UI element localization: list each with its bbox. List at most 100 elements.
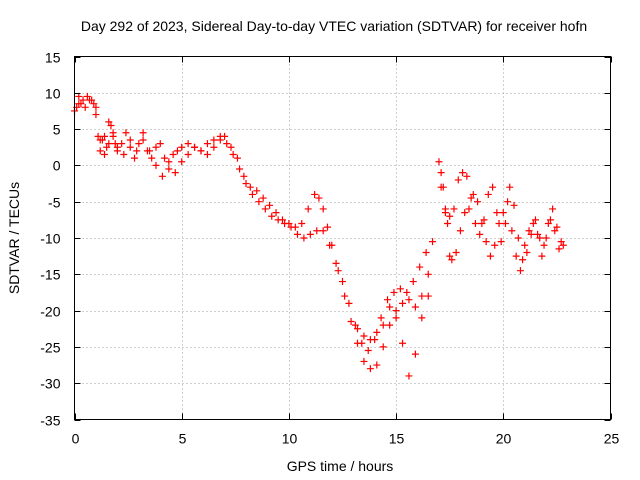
data-point: [287, 223, 295, 231]
data-point: [435, 158, 443, 166]
data-point: [429, 238, 437, 246]
data-point: [306, 230, 314, 238]
data-point: [411, 350, 419, 358]
data-point: [366, 365, 374, 373]
data-point: [216, 132, 224, 140]
data-point: [240, 172, 248, 180]
data-point: [456, 227, 464, 235]
data-point: [463, 172, 471, 180]
data-point: [272, 209, 280, 217]
data-point: [379, 343, 387, 351]
y-tick-label: -20: [40, 304, 60, 320]
data-point: [210, 143, 218, 151]
data-point: [424, 270, 432, 278]
data-point: [131, 154, 139, 162]
data-point: [259, 194, 267, 202]
data-point: [510, 201, 518, 209]
data-point: [90, 100, 98, 108]
y-tick-label: -25: [40, 340, 60, 356]
data-point: [152, 161, 160, 169]
data-point: [233, 154, 241, 162]
data-point: [559, 241, 567, 249]
y-tick-label: 10: [45, 86, 61, 102]
data-point: [422, 249, 430, 257]
data-point: [403, 288, 411, 296]
data-point: [111, 140, 119, 148]
x-axis-label: GPS time / hours: [287, 458, 394, 474]
data-point: [298, 219, 306, 227]
data-point: [514, 234, 522, 242]
data-point: [146, 147, 154, 155]
data-point: [158, 172, 166, 180]
data-point: [261, 205, 269, 213]
data-point: [81, 103, 89, 111]
data-point: [101, 151, 109, 159]
data-point: [534, 230, 542, 238]
data-point: [392, 307, 400, 315]
data-point: [542, 234, 550, 242]
data-point: [184, 151, 192, 159]
data-point: [482, 238, 490, 246]
data-point: [229, 151, 237, 159]
data-point: [88, 96, 96, 104]
data-point: [409, 278, 417, 286]
data-point: [326, 241, 334, 249]
axis-ticks: [74, 56, 612, 421]
data-point: [527, 230, 535, 238]
data-point: [489, 183, 497, 191]
data-point: [495, 219, 503, 227]
data-point: [152, 143, 160, 151]
data-point: [499, 209, 507, 217]
y-tick-label: -15: [40, 267, 60, 283]
data-point: [504, 198, 512, 206]
data-point: [311, 190, 319, 198]
data-point: [109, 132, 117, 140]
y-tick-label: -35: [40, 413, 60, 429]
data-point: [171, 169, 179, 177]
data-point: [450, 205, 458, 213]
data-point: [469, 190, 477, 198]
x-tick-labels: 0 5 10 15 20 25: [72, 431, 620, 447]
data-point: [347, 317, 355, 325]
data-point: [281, 219, 289, 227]
data-point: [392, 314, 400, 322]
data-point: [531, 216, 539, 224]
data-point: [459, 169, 467, 177]
x-tick-label: 0: [72, 431, 80, 447]
data-point: [525, 227, 533, 235]
data-point: [396, 285, 404, 293]
data-point: [553, 223, 561, 231]
x-tick-label: 20: [496, 431, 512, 447]
y-tick-label: 0: [53, 158, 61, 174]
data-point: [373, 361, 381, 369]
data-point: [484, 190, 492, 198]
y-tick-label: -10: [40, 231, 60, 247]
data-point: [418, 292, 426, 300]
data-point: [437, 183, 445, 191]
data-point: [446, 212, 454, 220]
data-point: [506, 183, 514, 191]
data-point: [360, 357, 368, 365]
data-point: [452, 249, 460, 257]
data-point: [441, 205, 449, 213]
data-point: [75, 92, 83, 100]
data-point: [540, 241, 548, 249]
data-point: [210, 136, 218, 144]
data-point: [178, 158, 186, 166]
data-point: [418, 314, 426, 322]
data-point: [126, 136, 134, 144]
data-point: [293, 230, 301, 238]
data-point: [360, 332, 368, 340]
data-point: [366, 336, 374, 344]
data-point: [161, 154, 169, 162]
data-point: [126, 143, 134, 151]
data-point: [557, 238, 565, 246]
data-point: [512, 252, 520, 260]
data-point: [120, 151, 128, 159]
data-point: [544, 219, 552, 227]
data-point: [497, 238, 505, 246]
y-tick-label: 15: [45, 50, 61, 66]
data-point: [332, 259, 340, 267]
chart-title: Day 292 of 2023, Sidereal Day-to-day VTE…: [81, 18, 587, 34]
data-point: [191, 143, 199, 151]
